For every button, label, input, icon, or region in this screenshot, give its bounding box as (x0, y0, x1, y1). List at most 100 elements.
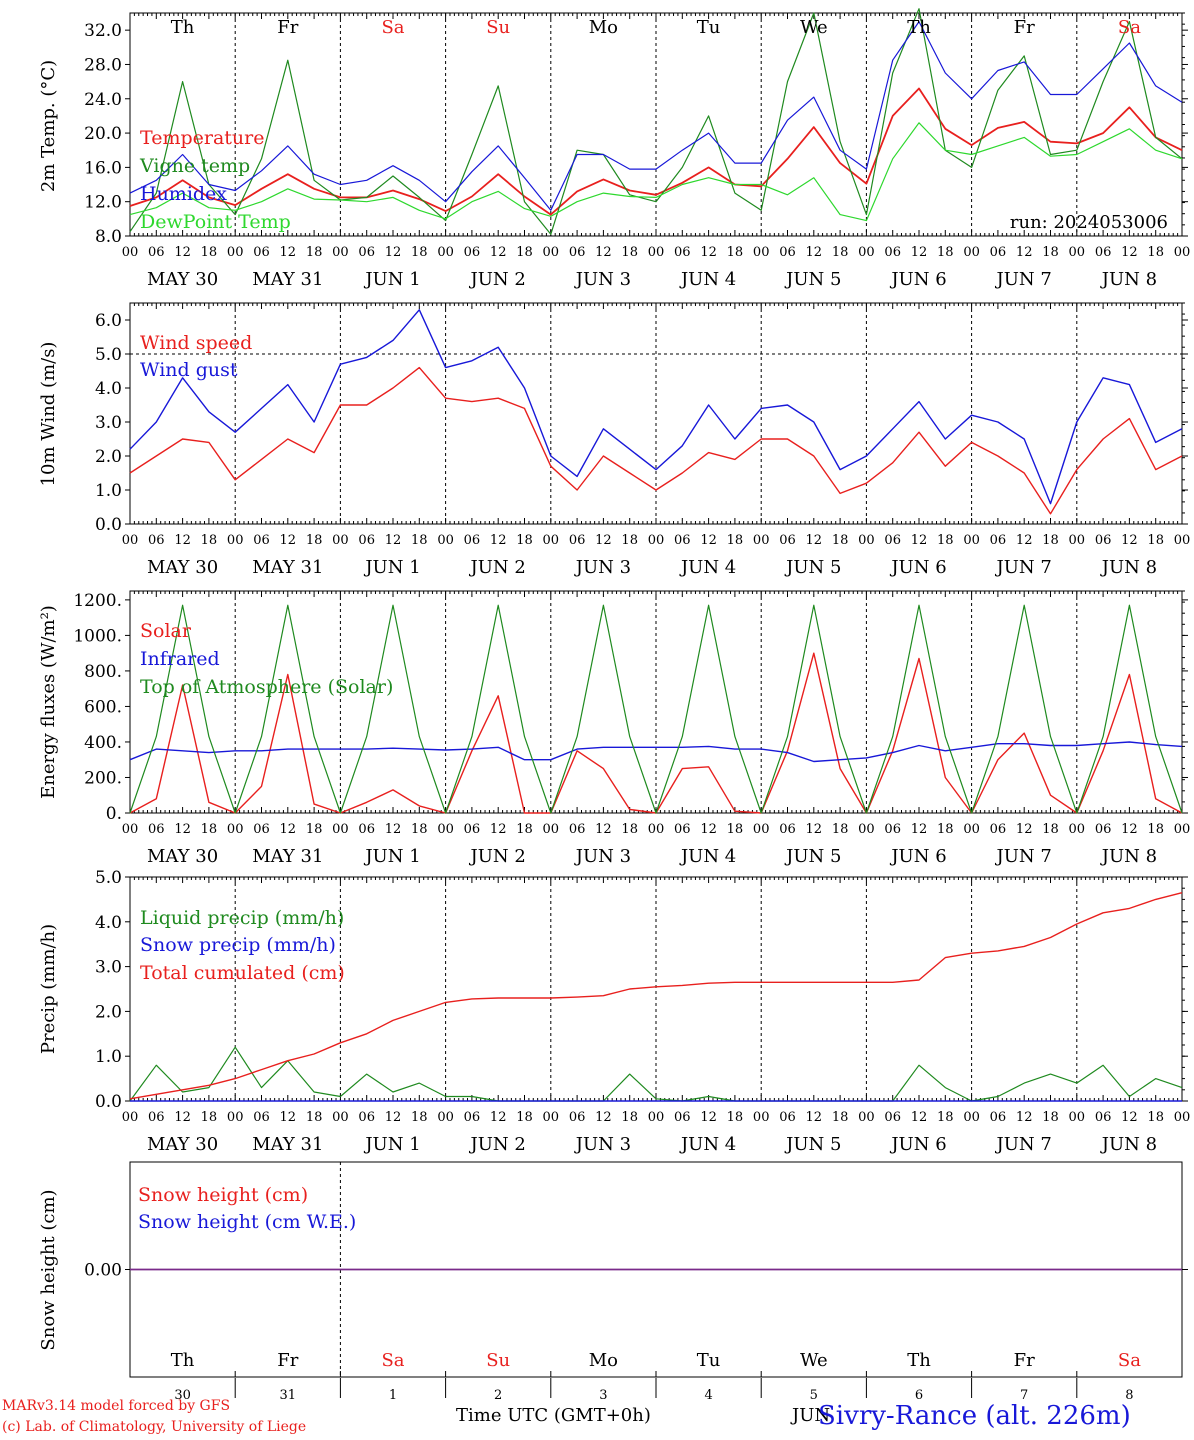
hour-label: 18 (201, 822, 218, 837)
hour-label: 12 (174, 245, 191, 260)
hour-label: 12 (174, 1110, 191, 1125)
hour-label: 18 (411, 1110, 428, 1125)
hour-label: 00 (227, 533, 244, 548)
legend-entry: Snow height (cm) (138, 1184, 308, 1206)
y-tick-label: 16.0 (84, 158, 122, 178)
y-tick-label: 2.0 (95, 447, 122, 467)
day-name-label: Th (907, 1350, 931, 1371)
hour-label: 00 (858, 533, 875, 548)
y-tick-label: 600. (84, 697, 122, 717)
hour-label: 06 (674, 822, 691, 837)
hour-label: 12 (280, 822, 297, 837)
hour-label: 00 (543, 1110, 560, 1125)
hour-label: 12 (1121, 1110, 1138, 1125)
panel-3 (125, 590, 1188, 814)
hour-label: 06 (1095, 822, 1112, 837)
date-label: MAY 31 (252, 846, 323, 867)
date-label: JUN 1 (363, 557, 420, 578)
hour-label: 12 (806, 533, 823, 548)
y-axis-label: Energy fluxes (W/m²) (38, 605, 59, 799)
panel-2 (125, 302, 1188, 525)
date-label: JUN 7 (995, 846, 1052, 867)
hour-label: 06 (148, 1110, 165, 1125)
hour-label: 00 (648, 822, 665, 837)
date-label: JUN 8 (1100, 269, 1157, 290)
y-tick-label: 0.0 (95, 515, 122, 535)
hour-label: 06 (148, 822, 165, 837)
hour-label: 00 (963, 822, 980, 837)
hour-label: 12 (280, 245, 297, 260)
hour-label: 06 (884, 245, 901, 260)
hour-label: 06 (569, 1110, 586, 1125)
hour-label: 18 (201, 245, 218, 260)
hour-label: 06 (569, 245, 586, 260)
hour-label: 12 (911, 822, 928, 837)
y-tick-label: 0.00 (84, 1261, 122, 1281)
date-label: JUN 6 (889, 557, 946, 578)
hour-label: 00 (437, 245, 454, 260)
day-name-label: We (800, 1350, 828, 1371)
y-tick-label: 12.0 (84, 193, 122, 213)
hour-label: 18 (937, 533, 954, 548)
hour-label: 06 (779, 822, 796, 837)
hour-label: 18 (1042, 1110, 1059, 1125)
y-tick-label: 20.0 (84, 124, 122, 144)
date-label: MAY 31 (252, 269, 323, 290)
hour-label: 18 (1147, 822, 1164, 837)
hour-label: 00 (858, 245, 875, 260)
hour-label: 18 (832, 245, 849, 260)
date-label: JUN 8 (1100, 557, 1157, 578)
date-label: JUN 7 (995, 557, 1052, 578)
date-label: MAY 30 (147, 846, 218, 867)
panel-4 (125, 876, 1188, 1102)
legend-entry: Vigne temp (139, 155, 250, 177)
hour-label: 12 (1016, 1110, 1033, 1125)
y-tick-label: 0.0 (95, 1092, 122, 1112)
legend-entry: Liquid precip (mm/h) (140, 907, 344, 929)
series-line-infrared (129, 741, 1183, 763)
hour-label: 12 (595, 533, 612, 548)
hour-label: 12 (385, 822, 402, 837)
date-label: JUN 4 (679, 269, 736, 290)
date-label: MAY 30 (147, 557, 218, 578)
series-line-temperature (129, 87, 1183, 216)
hour-label: 18 (727, 1110, 744, 1125)
date-label: JUN 7 (995, 1134, 1052, 1155)
hour-label: 00 (543, 822, 560, 837)
hour-label: 12 (700, 1110, 717, 1125)
date-label: JUN 3 (574, 846, 631, 867)
hour-label: 00 (753, 822, 770, 837)
hour-label: 06 (358, 1110, 375, 1125)
hour-label: 12 (595, 245, 612, 260)
legend-entry: DewPoint Temp (140, 211, 291, 233)
hour-label: 18 (306, 1110, 323, 1125)
hour-label: 12 (1121, 245, 1138, 260)
hour-label: 00 (227, 245, 244, 260)
hour-label: 06 (569, 533, 586, 548)
y-tick-label: 5.0 (95, 868, 122, 888)
hour-label: 18 (727, 245, 744, 260)
hour-label: 06 (990, 533, 1007, 548)
hour-label: 00 (543, 533, 560, 548)
hour-label: 06 (884, 1110, 901, 1125)
plot-frame (129, 12, 1183, 237)
date-label: JUN 2 (469, 269, 526, 290)
hour-label: 18 (1042, 245, 1059, 260)
hour-label: 00 (437, 533, 454, 548)
hour-label: 12 (1121, 533, 1138, 548)
hour-label: 00 (332, 245, 349, 260)
hour-label: 12 (700, 533, 717, 548)
y-axis-label: 10m Wind (m/s) (38, 342, 59, 487)
hour-label: 00 (648, 245, 665, 260)
date-label: JUN 2 (469, 557, 526, 578)
hour-label: 12 (490, 1110, 507, 1125)
date-label: JUN 6 (889, 269, 946, 290)
day-name-label: Fr (277, 17, 298, 38)
hour-label: 12 (385, 245, 402, 260)
hour-label: 18 (516, 533, 533, 548)
hour-label: 00 (963, 1110, 980, 1125)
date-label: JUN 7 (995, 269, 1052, 290)
hour-label: 18 (621, 822, 638, 837)
day-number-label: 1 (389, 1388, 397, 1403)
